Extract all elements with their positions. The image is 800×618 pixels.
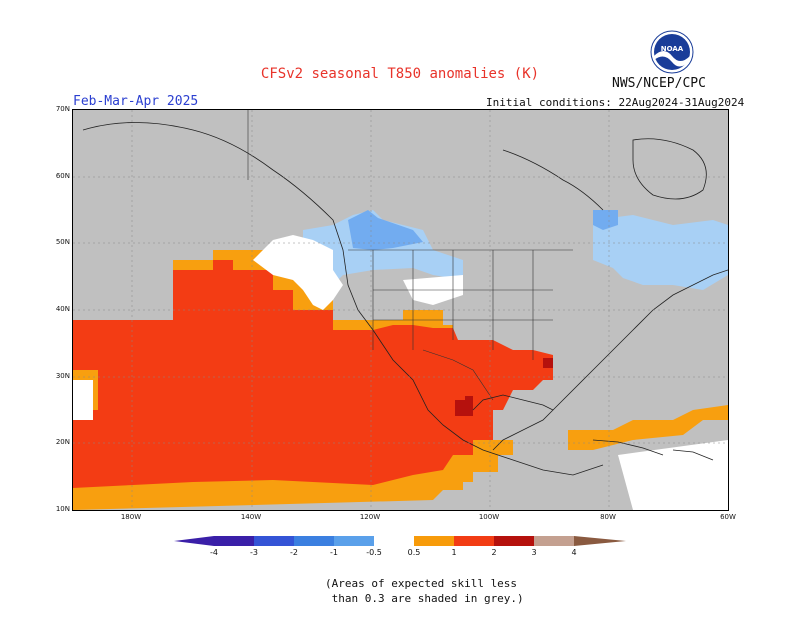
skill-note-line1: (Areas of expected skill less — [325, 577, 518, 590]
colorbar-label-5: -0.5 — [366, 548, 382, 557]
lat-label-70n: 70N — [55, 105, 70, 113]
anomaly-region-pos-medium — [73, 260, 553, 488]
anomaly-region-neg-light-east — [593, 215, 728, 290]
lon-label-140w: 140W — [240, 513, 262, 521]
anomaly-map — [72, 109, 729, 511]
lat-label-50n: 50N — [55, 238, 70, 246]
agency-label: NWS/NCEP/CPC — [612, 76, 706, 91]
anomaly-region-pos-strong-small — [465, 396, 473, 404]
colorbar-segment-1 — [214, 536, 254, 546]
colorbar — [174, 536, 626, 546]
neutral-region-white — [253, 235, 343, 310]
colorbar-segment-2 — [254, 536, 294, 546]
lon-label-100w: 100W — [478, 513, 500, 521]
map-canvas — [73, 110, 728, 510]
colorbar-label-2: -3 — [250, 548, 258, 557]
colorbar-segment-3 — [294, 536, 334, 546]
colorbar-segment-6 — [414, 536, 454, 546]
colorbar-label-10: 4 — [571, 548, 577, 557]
lat-label-20n: 20N — [55, 438, 70, 446]
colorbar-segment-7 — [454, 536, 494, 546]
colorbar-label-9: 3 — [531, 548, 537, 557]
colorbar-label-4: -1 — [330, 548, 338, 557]
anomaly-region-neg-medium-east — [593, 210, 618, 230]
neutral-region-white-caribbean — [618, 440, 728, 510]
anomaly-region-pos-strong-2 — [543, 358, 553, 368]
season-label: Feb-Mar-Apr 2025 — [73, 94, 199, 109]
colorbar-arrow-right — [574, 536, 626, 546]
anomaly-region-neg-medium — [348, 210, 423, 250]
colorbar-arrow-left — [174, 536, 214, 546]
lat-label-40n: 40N — [55, 305, 70, 313]
skill-note-line2: than 0.3 are shaded in grey.) — [325, 592, 524, 605]
lat-label-30n: 30N — [55, 372, 70, 380]
colorbar-label-3: -2 — [290, 548, 298, 557]
colorbar-segment-5 — [374, 536, 414, 546]
lon-label-80w: 80W — [600, 513, 616, 521]
lon-label-120w: 120W — [359, 513, 381, 521]
colorbar-label-6: 0.5 — [407, 548, 421, 557]
colorbar-label-7: 1 — [451, 548, 457, 557]
skill-note: (Areas of expected skill less than 0.3 a… — [0, 576, 800, 606]
lat-label-60n: 60N — [55, 172, 70, 180]
logo-text: NOAA — [661, 45, 684, 53]
colorbar-label-1: -4 — [210, 548, 218, 557]
coastlines — [82, 122, 728, 476]
lon-label-180w: 180W — [120, 513, 142, 521]
lon-label-60w: 60W — [720, 513, 736, 521]
colorbar-segment-8 — [494, 536, 534, 546]
chart-title: CFSv2 seasonal T850 anomalies (K) — [260, 66, 540, 82]
anomaly-region-pos-light-caribbean — [568, 405, 728, 450]
lat-label-10n: 10N — [55, 505, 70, 513]
neutral-region-white-south — [73, 380, 93, 420]
colorbar-label-8: 2 — [491, 548, 497, 557]
graticule — [73, 110, 728, 510]
colorbar-segment-4 — [334, 536, 374, 546]
noaa-logo-icon: NOAA — [650, 30, 694, 74]
colorbar-segment-9 — [534, 536, 574, 546]
political-borders — [247, 110, 573, 401]
initial-conditions-label: Initial conditions: 22Aug2024-31Aug2024 — [486, 96, 745, 109]
